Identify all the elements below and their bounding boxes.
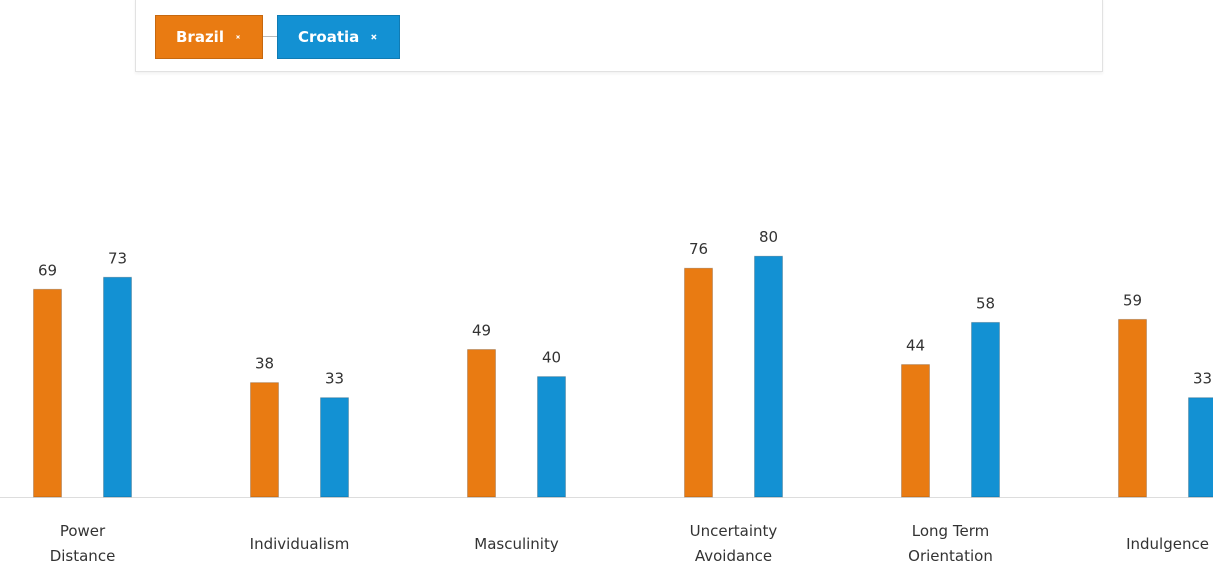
remove-icon[interactable] [371,33,377,41]
value-label: 76 [689,240,708,258]
value-label: 49 [472,322,491,340]
x-tick-label: Uncertainty Avoidance [684,518,784,570]
value-label: 38 [255,355,274,373]
value-label: 73 [108,249,127,267]
value-label: 33 [1193,370,1212,388]
bar [755,256,783,497]
bar [902,365,930,497]
value-label: 69 [38,261,57,279]
x-tick-label: Indulgence [1118,518,1213,570]
bar [972,322,1000,497]
bar [685,268,713,497]
bar [1189,398,1213,497]
bar [251,383,279,497]
x-tick-label: Long Term Orientation [901,518,1001,570]
x-tick-label: Masculinity [467,518,567,570]
value-label: 33 [325,370,344,388]
legend-chip[interactable]: Croatia [277,15,400,59]
value-label: 59 [1123,291,1142,309]
legend-chip[interactable]: Brazil [155,15,263,59]
value-label: 80 [759,228,778,246]
legend-label: Croatia [298,28,359,46]
bar [321,398,349,497]
x-tick-label: Power Distance [33,518,133,570]
bar [538,377,566,497]
x-tick-label: Individualism [250,518,350,570]
bar [1119,319,1147,497]
bar [34,289,62,497]
bar [468,350,496,497]
value-label: 44 [906,337,925,355]
legend-label: Brazil [176,28,224,46]
value-label: 40 [542,349,561,367]
bar [104,277,132,497]
value-label: 58 [976,294,995,312]
remove-icon[interactable] [236,33,240,41]
